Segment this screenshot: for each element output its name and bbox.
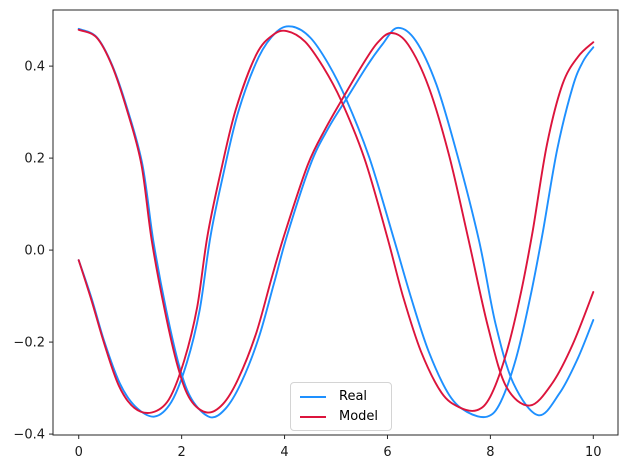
x-tick-label: 2 (178, 445, 186, 460)
legend-label-model: Model (339, 409, 379, 424)
y-axis-ticks: −0.4 −0.2 0.0 0.2 0.4 (13, 60, 53, 443)
legend-entry-model: Model (300, 410, 378, 423)
real-line-swatch (300, 395, 326, 398)
legend-label-real: Real (339, 389, 368, 404)
series-curves (77, 25, 595, 419)
x-axis-ticks: 0 2 4 6 8 10 (75, 435, 602, 460)
axes-frame (52, 9, 619, 436)
y-tick-label: −0.4 (13, 428, 45, 443)
model-line-swatch (300, 415, 326, 418)
y-tick-label: 0.0 (24, 244, 45, 259)
y-tick-label: −0.2 (13, 336, 45, 351)
x-tick-label: 10 (585, 445, 602, 460)
x-tick-label: 0 (75, 445, 83, 460)
y-tick-label: 0.2 (24, 152, 45, 167)
curve-model-state-2 (77, 29, 595, 414)
x-tick-label: 8 (486, 445, 494, 460)
legend: Real Model (290, 382, 393, 431)
x-tick-label: 4 (280, 445, 288, 460)
x-tick-label: 6 (383, 445, 391, 460)
curve-model-state-1 (77, 28, 595, 414)
curve-real-state-1 (77, 26, 595, 419)
curve-real-state-2 (77, 25, 595, 419)
y-tick-label: 0.4 (24, 60, 45, 75)
legend-entry-real: Real (300, 390, 378, 403)
